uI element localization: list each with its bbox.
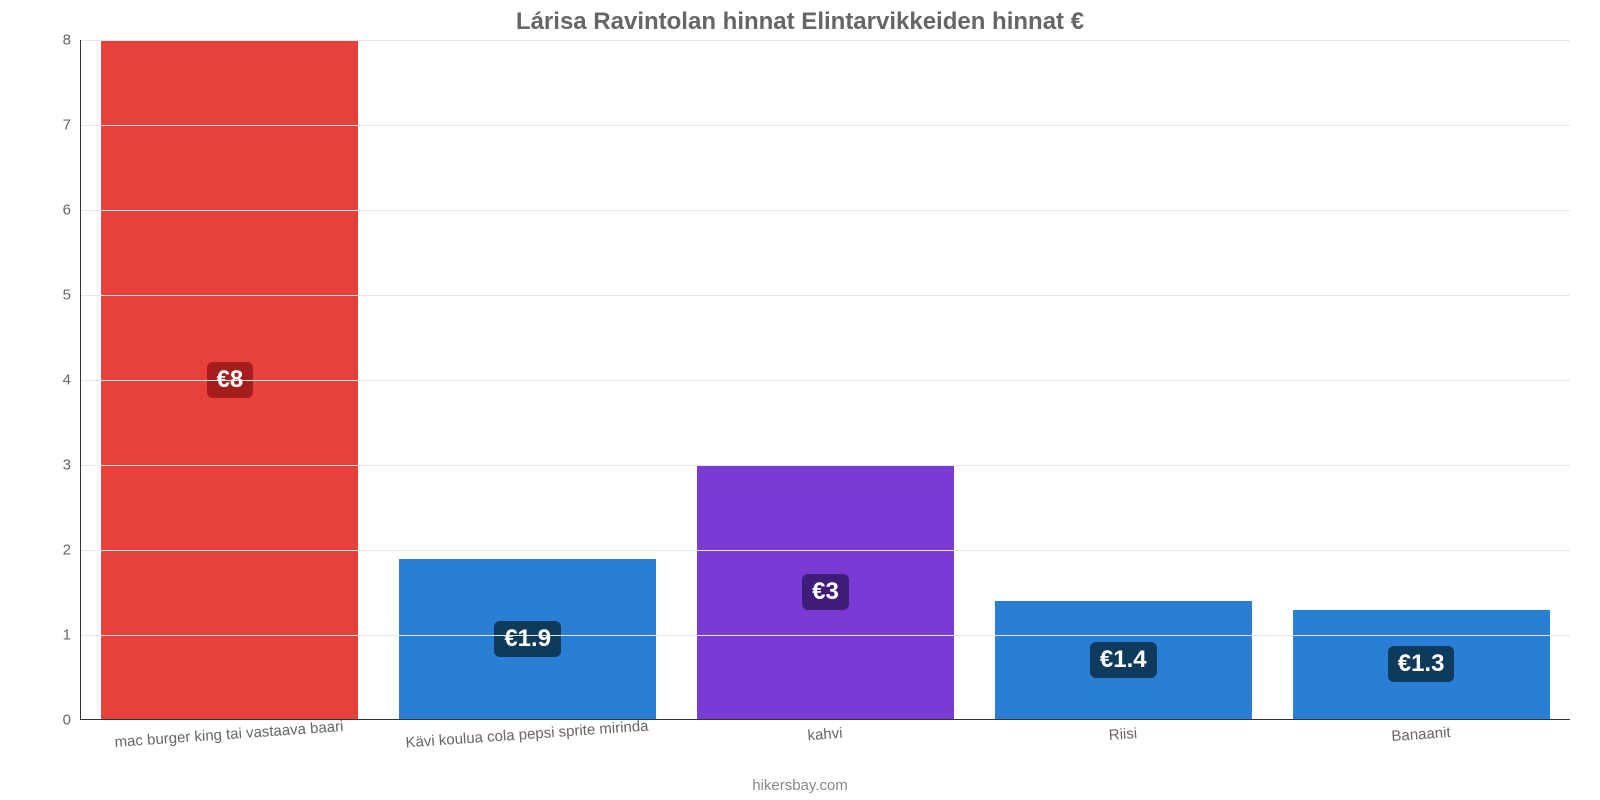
x-axis-label: Kävi koulua cola pepsi sprite mirinda — [405, 718, 649, 752]
bar-value-label: €3 — [802, 574, 849, 610]
x-axis-labels: mac burger king tai vastaava baari Kävi k… — [80, 720, 1570, 770]
x-axis-label: Riisi — [1108, 725, 1137, 744]
y-tick-label: 7 — [63, 117, 71, 134]
bar: €1.3 — [1292, 609, 1551, 719]
gridline — [81, 465, 1570, 466]
gridline — [81, 125, 1570, 126]
y-tick-label: 6 — [63, 202, 71, 219]
y-tick-label: 2 — [63, 542, 71, 559]
x-axis-label: mac burger king tai vastaava baari — [114, 718, 344, 751]
credit-text: hikersbay.com — [0, 777, 1600, 794]
y-tick-label: 0 — [63, 712, 71, 729]
x-axis-label: Banaanit — [1391, 724, 1451, 745]
bar: €1.9 — [398, 558, 657, 719]
bar-value-label: €1.3 — [1388, 646, 1455, 682]
bar-value-label: €1.9 — [494, 621, 561, 657]
bar-value-label: €1.4 — [1090, 642, 1157, 678]
y-tick-label: 5 — [63, 287, 71, 304]
gridline — [81, 635, 1570, 636]
x-label-slot: Riisi — [974, 720, 1272, 770]
x-label-slot: mac burger king tai vastaava baari — [80, 720, 378, 770]
gridline — [81, 210, 1570, 211]
gridline — [81, 295, 1570, 296]
gridline — [81, 550, 1570, 551]
bar: €1.4 — [994, 600, 1253, 719]
price-bar-chart: Lárisa Ravintolan hinnat Elintarvikkeide… — [0, 0, 1600, 800]
gridline — [81, 380, 1570, 381]
chart-title: Lárisa Ravintolan hinnat Elintarvikkeide… — [0, 8, 1600, 36]
bar: €3 — [696, 464, 955, 719]
x-label-slot: Kävi koulua cola pepsi sprite mirinda — [378, 720, 676, 770]
y-tick-label: 1 — [63, 627, 71, 644]
x-label-slot: Banaanit — [1272, 720, 1570, 770]
y-tick-label: 3 — [63, 457, 71, 474]
y-tick-label: 8 — [63, 32, 71, 49]
plot-area: €8€1.9€3€1.4€1.3 012345678 — [80, 40, 1570, 720]
y-tick-label: 4 — [63, 372, 71, 389]
x-label-slot: kahvi — [676, 720, 974, 770]
x-axis-label: kahvi — [807, 725, 843, 744]
gridline — [81, 40, 1570, 41]
